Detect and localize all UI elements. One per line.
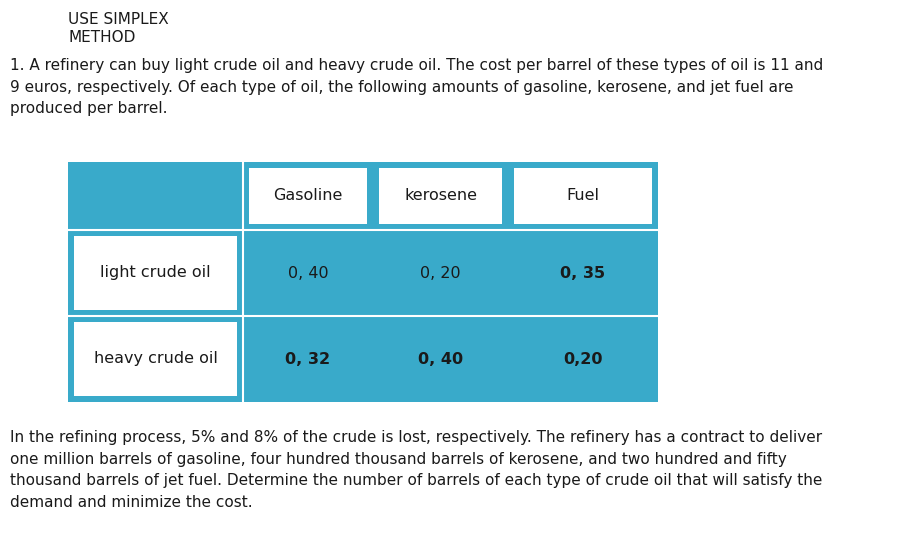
Text: 0, 32: 0, 32: [285, 351, 330, 366]
Text: kerosene: kerosene: [404, 188, 477, 203]
Bar: [74, 236, 237, 310]
Text: light crude oil: light crude oil: [100, 265, 211, 280]
Text: 0,20: 0,20: [563, 351, 602, 366]
Text: METHOD: METHOD: [68, 30, 136, 45]
Text: 0, 40: 0, 40: [418, 351, 463, 366]
Text: USE SIMPLEX: USE SIMPLEX: [68, 12, 169, 27]
Text: 0, 20: 0, 20: [420, 265, 461, 280]
Bar: [74, 322, 237, 396]
Text: Fuel: Fuel: [567, 188, 600, 203]
Text: 1. A refinery can buy light crude oil and heavy crude oil. The cost per barrel o: 1. A refinery can buy light crude oil an…: [10, 58, 823, 116]
Text: 0, 40: 0, 40: [288, 265, 328, 280]
Bar: [379, 168, 502, 224]
Text: In the refining process, 5% and 8% of the crude is lost, respectively. The refin: In the refining process, 5% and 8% of th…: [10, 430, 823, 510]
Bar: [68, 162, 658, 402]
Text: 0, 35: 0, 35: [560, 265, 605, 280]
Bar: [514, 168, 652, 224]
Text: heavy crude oil: heavy crude oil: [94, 351, 217, 366]
Bar: [249, 168, 367, 224]
Text: Gasoline: Gasoline: [273, 188, 343, 203]
